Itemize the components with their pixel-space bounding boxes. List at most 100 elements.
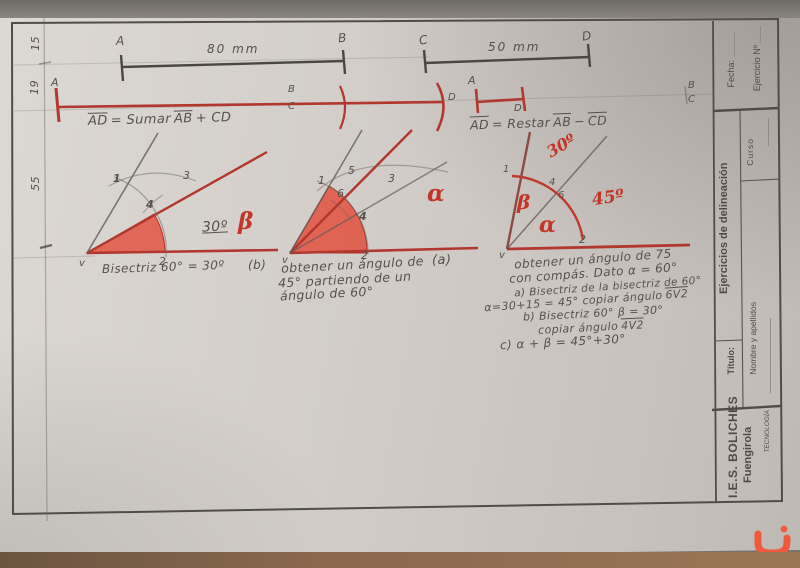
segment-ab-tick-a xyxy=(119,54,125,82)
titleblock-dept: TECNOLOGÍA xyxy=(764,410,771,453)
suma-label-a: A xyxy=(51,76,59,89)
resta-eq-mid: = Restar xyxy=(491,114,551,132)
construction-a-point-2: 2 xyxy=(361,249,369,262)
margin-tick-2 xyxy=(38,61,52,65)
construction-75-ray-75 xyxy=(505,131,532,250)
construction-b-bisector-mark xyxy=(142,194,164,214)
note-a2-angle-ref: 6V2 xyxy=(665,286,689,302)
titleblock-subcolumn-divider xyxy=(739,109,744,408)
titleblock-curso-label: Curso xyxy=(745,138,755,166)
titleblock-nombre-label: Nombre y apellidos xyxy=(748,302,758,375)
construction-a-outer-arc xyxy=(316,164,449,192)
suma-arc-d xyxy=(435,82,445,132)
construction-a-ray-45 xyxy=(289,129,413,254)
construction-75-point-2: 2 xyxy=(579,233,587,246)
construction-b-main-arc xyxy=(113,176,167,258)
guideline-row3 xyxy=(13,255,96,259)
drawing-frame xyxy=(10,17,784,516)
table-surface xyxy=(0,552,800,568)
construction-b-point-1: 1 xyxy=(113,172,122,185)
segment-ab-label-a: A xyxy=(116,34,125,48)
construction-a-baseline xyxy=(289,246,479,255)
suma-eq-ab: AB xyxy=(173,111,193,127)
titleblock-nombre-blank-line xyxy=(770,318,771,393)
suma-eq-mid: = Sumar xyxy=(110,111,172,129)
resta-tick-a xyxy=(474,88,480,114)
titleblock-fecha-divider xyxy=(712,106,780,113)
titleblock-school-city: Fuengirola xyxy=(742,426,754,484)
titleblock-school-divider xyxy=(711,404,782,412)
construction-75-label-alpha: α xyxy=(539,212,556,238)
segment-cd-tick-d xyxy=(586,43,592,68)
construction-a-main-arc xyxy=(316,180,369,255)
background-top-edge xyxy=(0,0,800,18)
construction-75-label-beta: β xyxy=(517,190,531,214)
titleblock-ejercicio-blank-line xyxy=(760,26,761,43)
suma-label-c: C xyxy=(288,101,296,112)
construction-b-baseline xyxy=(86,248,279,255)
dimension-mid: 19 xyxy=(28,80,41,95)
titleblock-titulo-divider xyxy=(713,339,743,342)
titleblock-fecha-label: Fecha: xyxy=(726,60,736,88)
titleblock-ejercicio-label: Ejercicio Nº xyxy=(752,45,762,92)
construction-b-vertex: v xyxy=(79,258,86,269)
construction-75-baseline xyxy=(506,243,691,251)
construction-75-point-1: 1 xyxy=(503,164,510,175)
construction-b-cross-arc xyxy=(108,172,197,187)
margin-tick-3 xyxy=(39,243,53,250)
construction-a-point-4: 4 xyxy=(359,210,368,223)
titleblock-subject: Ejercicios de delineación xyxy=(718,162,730,294)
construction-a-point-3: 3 xyxy=(388,172,396,185)
resta-eq-ab: AB xyxy=(552,113,572,130)
dimension-left: 55 xyxy=(29,176,42,191)
resta-label-d: D xyxy=(514,103,523,114)
construction-b-angle-30: 30º xyxy=(201,218,229,236)
guideline-row1 xyxy=(13,56,431,66)
suma-tick-a xyxy=(54,87,61,123)
segment-cd-label-c: C xyxy=(418,32,429,48)
resta-eq-cd: CD xyxy=(587,112,608,129)
resta-label-a: A xyxy=(468,74,476,87)
construction-a-bisector-mark xyxy=(329,199,353,223)
segment-cd-line xyxy=(424,55,591,65)
suma-eq-ad: AD xyxy=(87,113,108,129)
construction-b-point-2: 2 xyxy=(159,255,167,268)
edge-label-c: C xyxy=(688,94,696,105)
titleblock-school-name: I.E.S. BOLICHES xyxy=(726,395,740,498)
dimension-top: 15 xyxy=(29,36,42,51)
segment-cd-label-d: D xyxy=(581,28,593,44)
construction-75-point-6: 6 xyxy=(558,190,565,201)
construction-75-red-arc xyxy=(511,174,585,241)
titleblock-left-border xyxy=(712,20,717,503)
construction-a-vertex: v xyxy=(282,255,289,266)
resta-line xyxy=(476,97,525,104)
suma-line xyxy=(57,100,445,109)
construction-b-ray-60 xyxy=(86,132,159,254)
titleblock-curso-divider xyxy=(740,178,781,182)
segment-ab-line xyxy=(121,59,345,69)
construction-a-point-1: 1 xyxy=(318,174,326,187)
titleblock-titulo-label: Título: xyxy=(726,347,736,375)
construction-b-point-4: 4 xyxy=(146,198,155,211)
construction-b-tag: (b) xyxy=(248,258,267,272)
construction-a-tag: (a) xyxy=(432,253,452,268)
note-b2-angle-ref: 4V2 xyxy=(620,318,645,333)
construction-75-point-4: 4 xyxy=(549,177,556,188)
segment-ab-length: 80 mm xyxy=(207,42,260,56)
titleblock-fecha-blank-line xyxy=(734,31,735,57)
segment-ab-tick-b xyxy=(341,49,347,75)
margin-guideline xyxy=(43,3,48,522)
construction-a-ray-30 xyxy=(289,161,448,254)
suma-label-d: D xyxy=(448,92,457,103)
construction-a-greek-alpha: α xyxy=(427,180,445,207)
resta-eq-minus: − xyxy=(573,113,586,129)
suma-arc-bc xyxy=(338,85,347,130)
segment-cd-tick-c xyxy=(422,49,428,74)
titleblock-curso-blank-line xyxy=(768,118,769,146)
construction-a-point-5: 5 xyxy=(348,164,356,177)
resta-eq-ad: AD xyxy=(469,116,490,133)
construction-a-point-6: 6 xyxy=(337,187,345,200)
suma-eq-tail: + CD xyxy=(195,110,232,127)
